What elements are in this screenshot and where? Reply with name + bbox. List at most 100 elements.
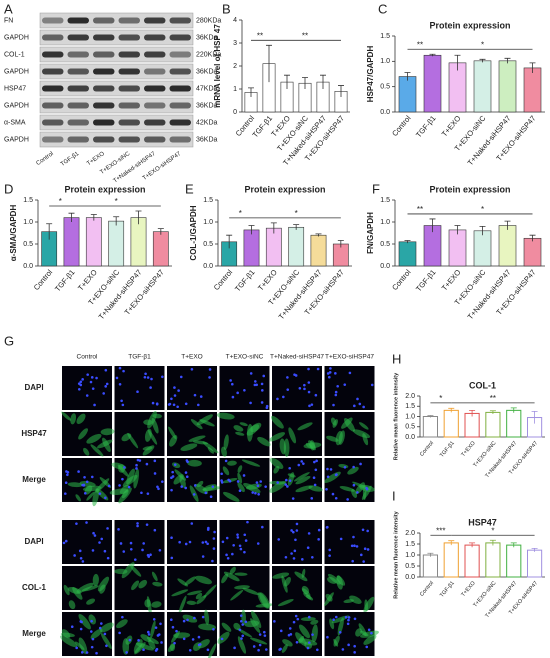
nucleus: [100, 622, 103, 625]
nucleus: [137, 639, 140, 642]
nucleus: [81, 560, 85, 563]
cell-body: [217, 631, 230, 644]
cell-body: [196, 414, 213, 426]
bar: [398, 76, 417, 113]
cell-body: [223, 571, 240, 582]
cell-body: [173, 474, 184, 485]
blot-band: [67, 17, 89, 24]
nucleus: [288, 479, 292, 482]
y-tick-label: 1.5: [405, 403, 415, 410]
nucleus: [257, 492, 260, 496]
nucleus: [225, 536, 229, 540]
blot-band: [42, 136, 64, 143]
nucleus: [122, 550, 126, 553]
cell-body: [195, 592, 203, 600]
microscopy-row: DAPI: [24, 383, 43, 392]
significance-label: *: [439, 394, 442, 403]
nucleus: [104, 385, 107, 388]
nucleus: [104, 368, 108, 372]
nucleus: [77, 470, 80, 473]
nucleus: [206, 542, 209, 546]
nucleus: [182, 637, 186, 641]
nucleus: [335, 473, 338, 476]
error-bar: [427, 415, 434, 418]
nucleus: [297, 463, 301, 467]
significance-label: **: [257, 31, 263, 40]
nucleus: [170, 476, 173, 480]
nucleus: [236, 533, 239, 536]
nucleus: [279, 629, 283, 633]
nucleus: [353, 544, 356, 547]
nucleus: [361, 528, 365, 532]
y-tick-label: 1.0: [405, 413, 415, 420]
nucleus: [244, 620, 248, 624]
blot-band: [93, 17, 115, 24]
nucleus: [362, 405, 365, 409]
bar: [265, 227, 282, 267]
cell-body: [359, 630, 369, 637]
cell-body: [130, 565, 142, 577]
nucleus: [307, 615, 311, 619]
cell-body: [116, 619, 128, 629]
cell-body: [347, 466, 359, 475]
nucleus: [239, 614, 243, 617]
cell-body: [102, 437, 111, 453]
nucleus: [119, 542, 123, 545]
cell-body: [230, 589, 244, 601]
nucleus: [370, 383, 374, 387]
nucleus: [129, 541, 133, 545]
bar: [443, 409, 459, 438]
nucleus: [75, 646, 78, 650]
y-tick-label: 0.0: [380, 263, 390, 270]
blot-band: [67, 119, 89, 126]
cell-body: [100, 428, 115, 436]
y-axis-label: Relative mean fluorence intensity: [393, 510, 399, 598]
blot-row: [39, 29, 194, 46]
nucleus: [177, 389, 180, 392]
significance-label: *: [115, 197, 118, 206]
nucleus: [170, 618, 173, 621]
nucleus: [251, 491, 255, 494]
blot-band: [144, 85, 166, 92]
nucleus: [347, 618, 350, 622]
nucleus: [276, 481, 280, 484]
blot-protein: GAPDH: [4, 68, 29, 75]
nucleus: [135, 467, 138, 470]
panel-letter: H: [392, 351, 401, 366]
y-tick-label: 0.5: [405, 563, 415, 570]
nucleus: [70, 625, 74, 628]
cell-body: [233, 425, 244, 432]
bar: [152, 231, 169, 267]
y-tick-label: 0.5: [23, 241, 33, 248]
error-bar: [293, 224, 300, 230]
significance-label: **: [417, 40, 423, 49]
x-tick-label: T+EXO: [440, 114, 463, 139]
nucleus: [238, 628, 242, 632]
blot-protein: GAPDH: [4, 34, 29, 41]
chart-title: Protein expression: [429, 20, 510, 30]
nucleus: [332, 618, 335, 621]
microscopy-image: [62, 520, 112, 564]
y-axis-label: α-SMA/GAPDH: [9, 205, 18, 262]
cell-body: [76, 582, 94, 593]
error-bar: [266, 44, 272, 83]
x-tick-label: T+EXO: [460, 440, 477, 458]
nucleus: [308, 404, 311, 408]
nucleus: [285, 478, 288, 482]
nucleus: [188, 648, 192, 652]
nucleus: [313, 483, 317, 487]
nucleus: [118, 366, 122, 370]
y-tick-label: 1.5: [405, 541, 415, 548]
x-tick-label: TGF-β1: [250, 114, 274, 140]
nucleus: [153, 459, 157, 463]
nucleus: [263, 634, 267, 637]
blot-row: [39, 12, 194, 29]
cell-body: [235, 431, 245, 436]
blot-band: [144, 34, 166, 41]
microscopy-column: T+EXO-siHSP47: [325, 354, 374, 361]
nucleus: [260, 382, 264, 386]
nucleus: [265, 406, 269, 410]
bar: [310, 234, 327, 267]
nucleus: [293, 549, 297, 553]
cell-body: [270, 415, 284, 429]
